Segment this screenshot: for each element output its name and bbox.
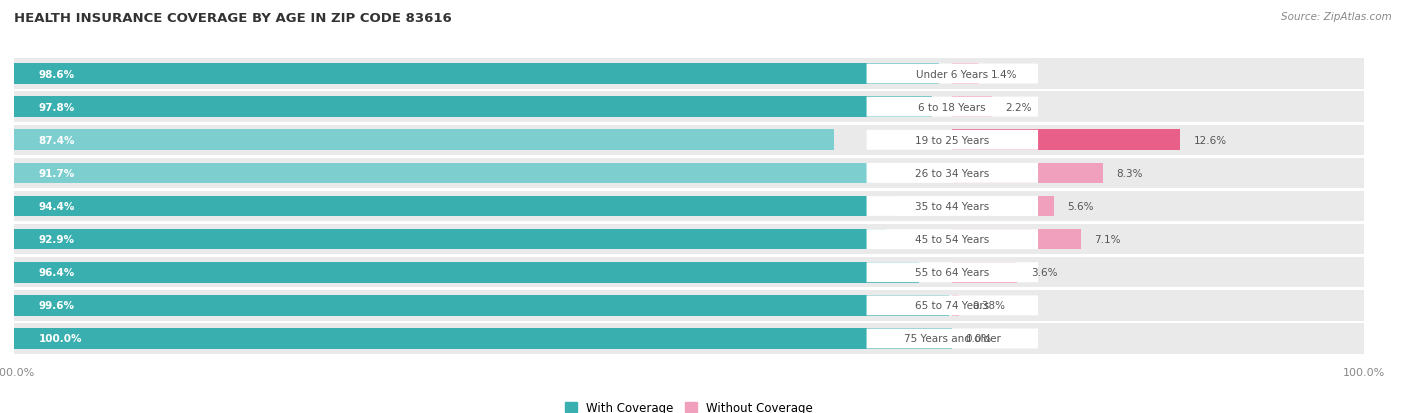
FancyBboxPatch shape — [866, 97, 1038, 117]
Text: 35 to 44 Years: 35 to 44 Years — [915, 202, 990, 211]
Text: 92.9%: 92.9% — [39, 235, 75, 244]
FancyBboxPatch shape — [866, 230, 1038, 249]
Text: 55 to 64 Years: 55 to 64 Years — [915, 268, 990, 278]
Text: 96.4%: 96.4% — [39, 268, 75, 278]
Bar — [14, 257, 1364, 288]
FancyBboxPatch shape — [866, 296, 1038, 316]
Bar — [952, 163, 1102, 184]
Bar — [14, 59, 1364, 90]
Bar — [952, 295, 959, 316]
Text: 94.4%: 94.4% — [39, 202, 75, 211]
Text: 91.7%: 91.7% — [39, 169, 75, 178]
Bar — [14, 191, 1364, 222]
Legend: With Coverage, Without Coverage: With Coverage, Without Coverage — [565, 401, 813, 413]
Bar — [14, 92, 1364, 123]
FancyBboxPatch shape — [866, 197, 1038, 216]
Bar — [952, 130, 1181, 151]
Bar — [952, 64, 977, 85]
Bar — [952, 196, 1053, 217]
Text: 0.0%: 0.0% — [966, 334, 991, 344]
Text: Under 6 Years: Under 6 Years — [917, 69, 988, 79]
Text: 3.6%: 3.6% — [1031, 268, 1057, 278]
Bar — [14, 158, 1364, 189]
Text: 1.4%: 1.4% — [991, 69, 1018, 79]
Bar — [14, 130, 834, 151]
Bar — [14, 295, 949, 316]
Text: 100.0%: 100.0% — [39, 334, 82, 344]
Text: 8.3%: 8.3% — [1116, 169, 1142, 178]
Bar — [14, 224, 1364, 255]
Bar — [14, 97, 932, 118]
Bar — [952, 97, 993, 118]
Bar — [14, 290, 1364, 321]
Text: 99.6%: 99.6% — [39, 301, 75, 311]
Text: 87.4%: 87.4% — [39, 135, 76, 145]
Bar — [14, 64, 939, 85]
Text: 0.38%: 0.38% — [973, 301, 1005, 311]
Bar — [14, 163, 875, 184]
Text: 26 to 34 Years: 26 to 34 Years — [915, 169, 990, 178]
Text: 65 to 74 Years: 65 to 74 Years — [915, 301, 990, 311]
Bar — [14, 196, 900, 217]
Text: 5.6%: 5.6% — [1067, 202, 1094, 211]
Bar — [14, 229, 886, 250]
FancyBboxPatch shape — [866, 131, 1038, 150]
Text: 6 to 18 Years: 6 to 18 Years — [918, 102, 986, 112]
FancyBboxPatch shape — [866, 164, 1038, 183]
Bar — [952, 262, 1018, 283]
Text: 7.1%: 7.1% — [1094, 235, 1121, 244]
FancyBboxPatch shape — [866, 64, 1038, 84]
Text: 97.8%: 97.8% — [39, 102, 75, 112]
Text: 12.6%: 12.6% — [1194, 135, 1227, 145]
Text: Source: ZipAtlas.com: Source: ZipAtlas.com — [1281, 12, 1392, 22]
FancyBboxPatch shape — [866, 329, 1038, 349]
Bar — [14, 323, 1364, 354]
Bar — [952, 229, 1081, 250]
Text: 19 to 25 Years: 19 to 25 Years — [915, 135, 990, 145]
Bar — [14, 125, 1364, 156]
Text: 45 to 54 Years: 45 to 54 Years — [915, 235, 990, 244]
Text: 98.6%: 98.6% — [39, 69, 75, 79]
Text: 2.2%: 2.2% — [1005, 102, 1032, 112]
Text: HEALTH INSURANCE COVERAGE BY AGE IN ZIP CODE 83616: HEALTH INSURANCE COVERAGE BY AGE IN ZIP … — [14, 12, 451, 25]
Text: 75 Years and older: 75 Years and older — [904, 334, 1001, 344]
Bar — [14, 262, 918, 283]
Bar — [14, 328, 952, 349]
FancyBboxPatch shape — [866, 263, 1038, 282]
